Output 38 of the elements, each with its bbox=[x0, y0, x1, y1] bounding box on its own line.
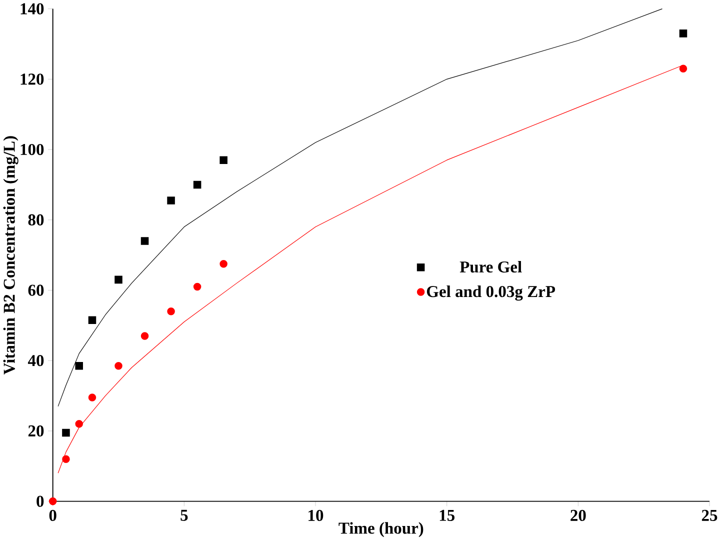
point bbox=[114, 362, 122, 370]
y-tick-label: 40 bbox=[28, 354, 44, 366]
x-tick-label: 25 bbox=[702, 510, 718, 521]
point bbox=[167, 307, 175, 316]
x-tick-label: 15 bbox=[440, 510, 454, 521]
y-tick-label: 20 bbox=[28, 425, 44, 436]
point bbox=[75, 420, 83, 428]
y-tick-label: 0 bbox=[36, 496, 44, 507]
x-tick-label: 20 bbox=[570, 510, 586, 521]
point bbox=[220, 260, 228, 268]
point bbox=[679, 29, 688, 38]
y-tick-label: 80 bbox=[28, 214, 44, 226]
y-tick-label: 100 bbox=[20, 144, 44, 155]
point bbox=[140, 236, 149, 245]
y-tick-label: 140 bbox=[20, 3, 44, 14]
point bbox=[62, 428, 70, 436]
legend-label: Pure Gel bbox=[460, 260, 522, 272]
y-tick-label: 120 bbox=[20, 73, 44, 85]
point bbox=[167, 196, 175, 204]
point bbox=[75, 362, 83, 370]
point bbox=[88, 393, 96, 402]
point bbox=[220, 156, 228, 164]
x-tick-label: 0 bbox=[49, 510, 56, 521]
x-tick-label: 5 bbox=[180, 510, 188, 521]
point bbox=[114, 276, 122, 284]
y-axis-title: Vitamin B2 Concentration (mg/L) bbox=[3, 136, 18, 374]
x-axis-title: Time (hour) bbox=[338, 522, 424, 537]
point bbox=[88, 316, 96, 324]
legend-label: Gel and 0.03g ZrP bbox=[426, 285, 556, 300]
point bbox=[193, 282, 202, 290]
point bbox=[48, 497, 57, 506]
y-tick-label: 60 bbox=[28, 284, 44, 296]
line-series bbox=[58, 8, 663, 406]
point bbox=[140, 332, 149, 340]
x-tick-label: 10 bbox=[308, 510, 324, 521]
point bbox=[193, 180, 202, 188]
point bbox=[679, 64, 688, 72]
point bbox=[62, 455, 70, 463]
